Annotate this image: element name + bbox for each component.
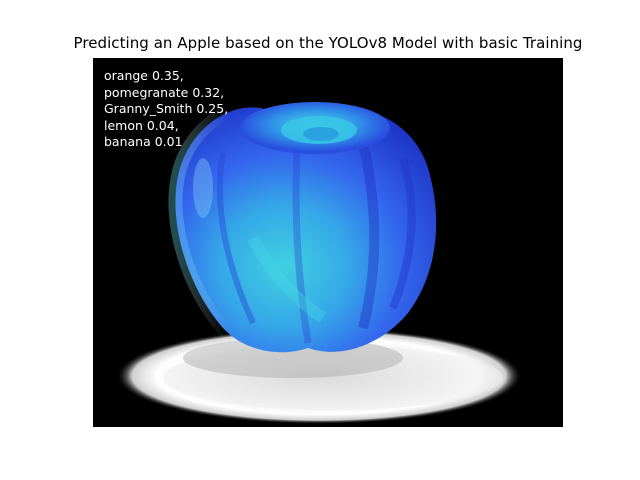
figure-title: Predicting an Apple based on the YOLOv8 …: [73, 34, 583, 52]
prediction-overlay: orange 0.35, pomegranate 0.32, Granny_Sm…: [104, 68, 228, 151]
prediction-line: Granny_Smith 0.25,: [104, 101, 229, 116]
prediction-line: orange 0.35,: [104, 68, 184, 83]
prediction-line: pomegranate 0.32,: [104, 84, 225, 100]
prediction-line: lemon 0.04,: [104, 117, 179, 133]
apple-illustration: [116, 100, 522, 424]
apple-body: [168, 100, 437, 360]
prediction-line: banana 0.01: [104, 134, 183, 149]
apple-photo: orange 0.35, pomegranate 0.32, Granny_Sm…: [93, 58, 563, 427]
apple-shadow: [116, 328, 522, 424]
apple-highlight: [193, 158, 213, 218]
